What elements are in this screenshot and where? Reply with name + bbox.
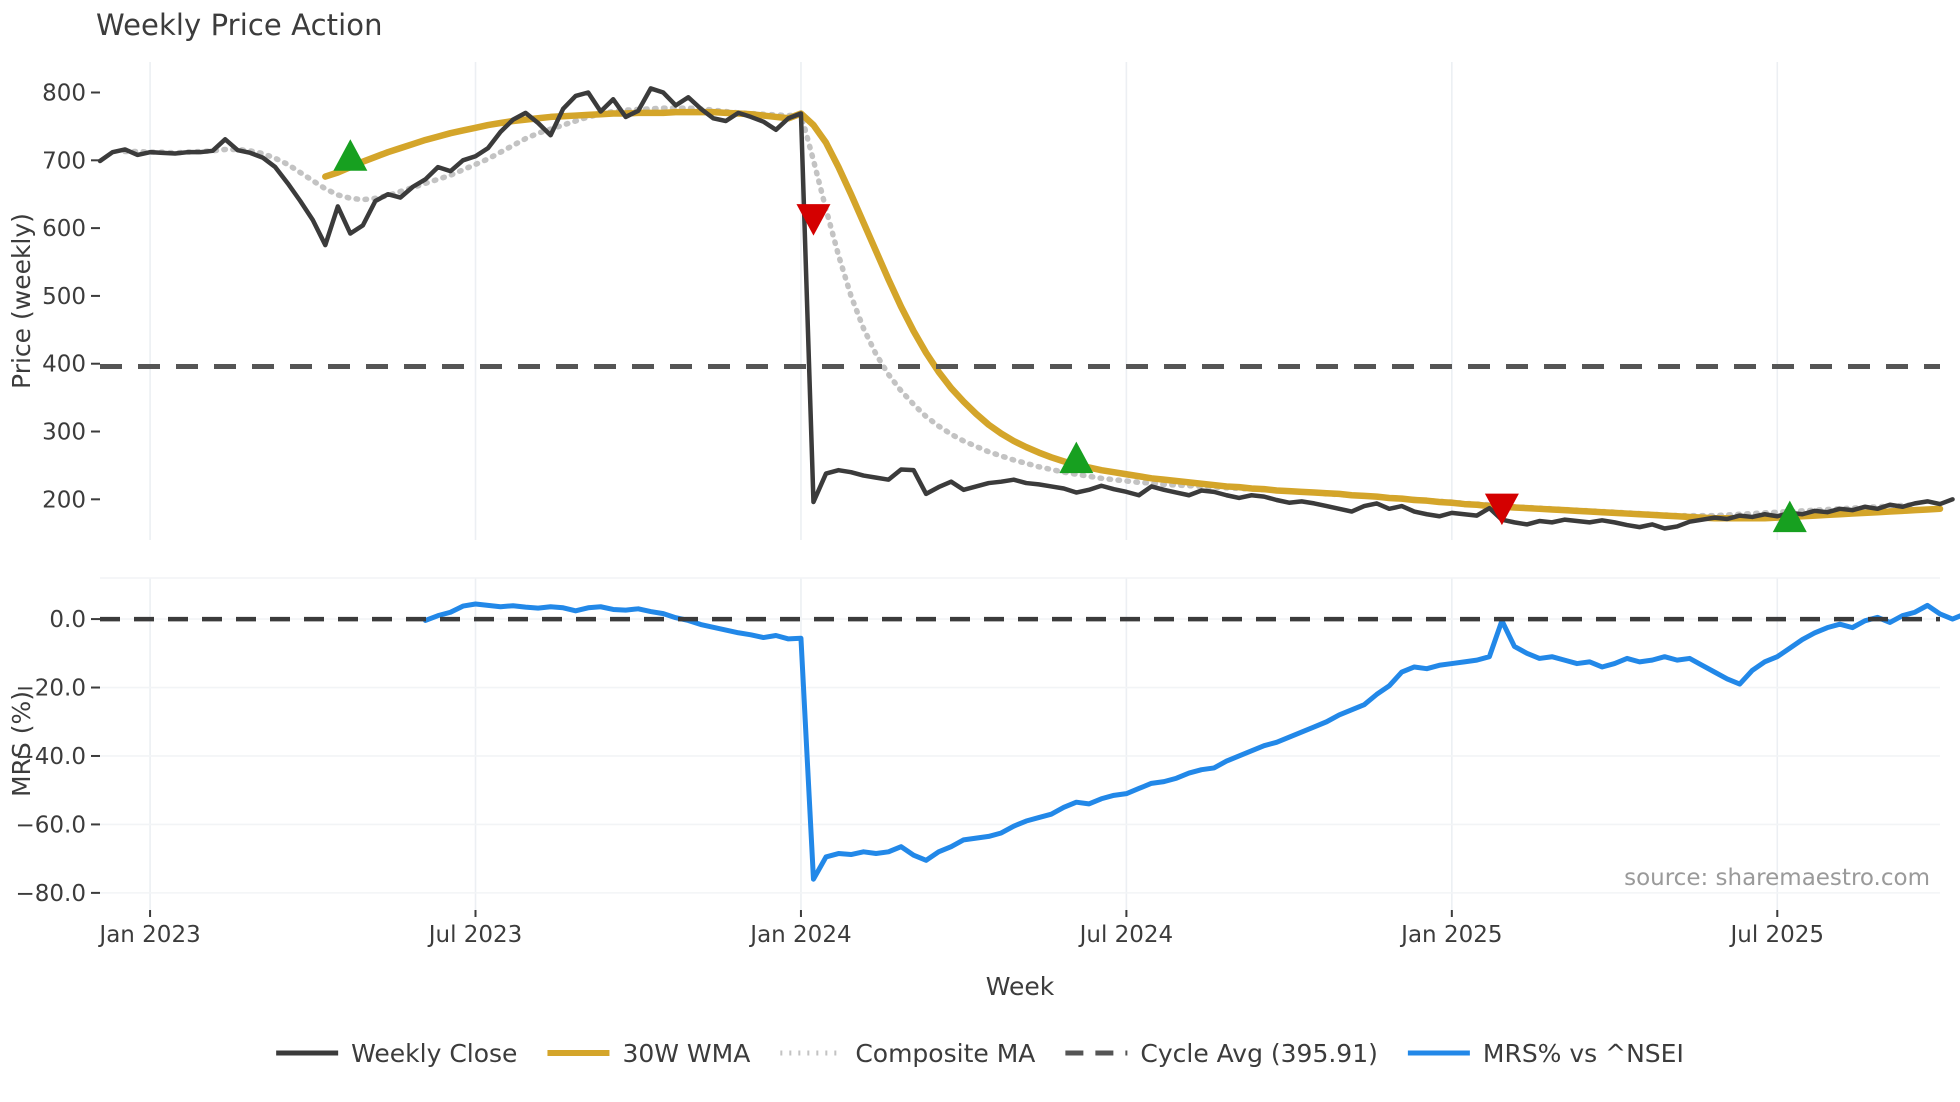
series-30w-wma: [322, 108, 1944, 522]
mrs-y-tick-label: 0.0: [49, 607, 86, 633]
mrs-series-layer: [100, 601, 1960, 882]
sell-signal-marker: [796, 204, 831, 236]
mrs-y-tick-label: −40.0: [16, 744, 86, 770]
price-series-layer: [97, 86, 1955, 531]
axis-labels-layer: 800 700 600 500 400 300 200 0.0 −20.0 −40.0 −60.0 −…: [7, 81, 1930, 1001]
x-tick-label: Jan 2024: [748, 922, 851, 948]
legend-label-0: Weekly Close: [351, 1039, 517, 1068]
series-composite-ma: [122, 105, 1918, 519]
signal-markers-layer: [333, 139, 1807, 533]
buy-signal-marker: [1772, 500, 1807, 533]
mrs-y-tick-label: −80.0: [16, 881, 86, 907]
price-axis-title: Price (weekly): [7, 213, 36, 389]
x-tick-label: Jan 2023: [97, 922, 200, 948]
chart-title: Weekly Price Action: [96, 8, 383, 42]
price-y-tick-label: 300: [42, 420, 86, 446]
buy-signal-marker: [333, 139, 368, 171]
price-y-tick-label: 200: [42, 487, 86, 513]
x-tick-label: Jul 2025: [1728, 922, 1824, 948]
legend-label-2: Composite MA: [855, 1039, 1035, 1068]
source-watermark: source: sharemaestro.com: [1624, 865, 1930, 891]
legend-label-4: MRS% vs ^NSEI: [1483, 1039, 1684, 1068]
x-axis-title: Week: [986, 972, 1055, 1001]
price-y-tick-label: 500: [42, 284, 86, 310]
x-tick-label: Jan 2025: [1399, 922, 1502, 948]
buy-signal-marker: [1059, 441, 1094, 474]
sell-signal-marker: [1484, 493, 1519, 526]
mrs-y-tick-label: −20.0: [16, 676, 86, 702]
legend: Weekly Close 30W WMA Composite MA Cycle Avg…: [276, 1039, 1684, 1068]
mrs-axis-title: MRS (%): [7, 691, 36, 797]
legend-label-1: 30W WMA: [622, 1039, 750, 1068]
gridlines: [100, 62, 1940, 910]
x-tick-label: Jul 2023: [427, 922, 523, 948]
legend-label-3: Cycle Avg (395.91): [1140, 1039, 1378, 1068]
price-y-tick-label: 600: [42, 216, 86, 242]
series-mrs-pct: [422, 601, 1960, 882]
price-y-tick-label: 400: [42, 352, 86, 378]
price-y-tick-label: 800: [42, 81, 86, 107]
mrs-y-tick-label: −60.0: [16, 812, 86, 838]
price-y-tick-label: 700: [42, 148, 86, 174]
series-weekly-close: [97, 86, 1955, 531]
x-tick-label: Jul 2024: [1078, 922, 1174, 948]
